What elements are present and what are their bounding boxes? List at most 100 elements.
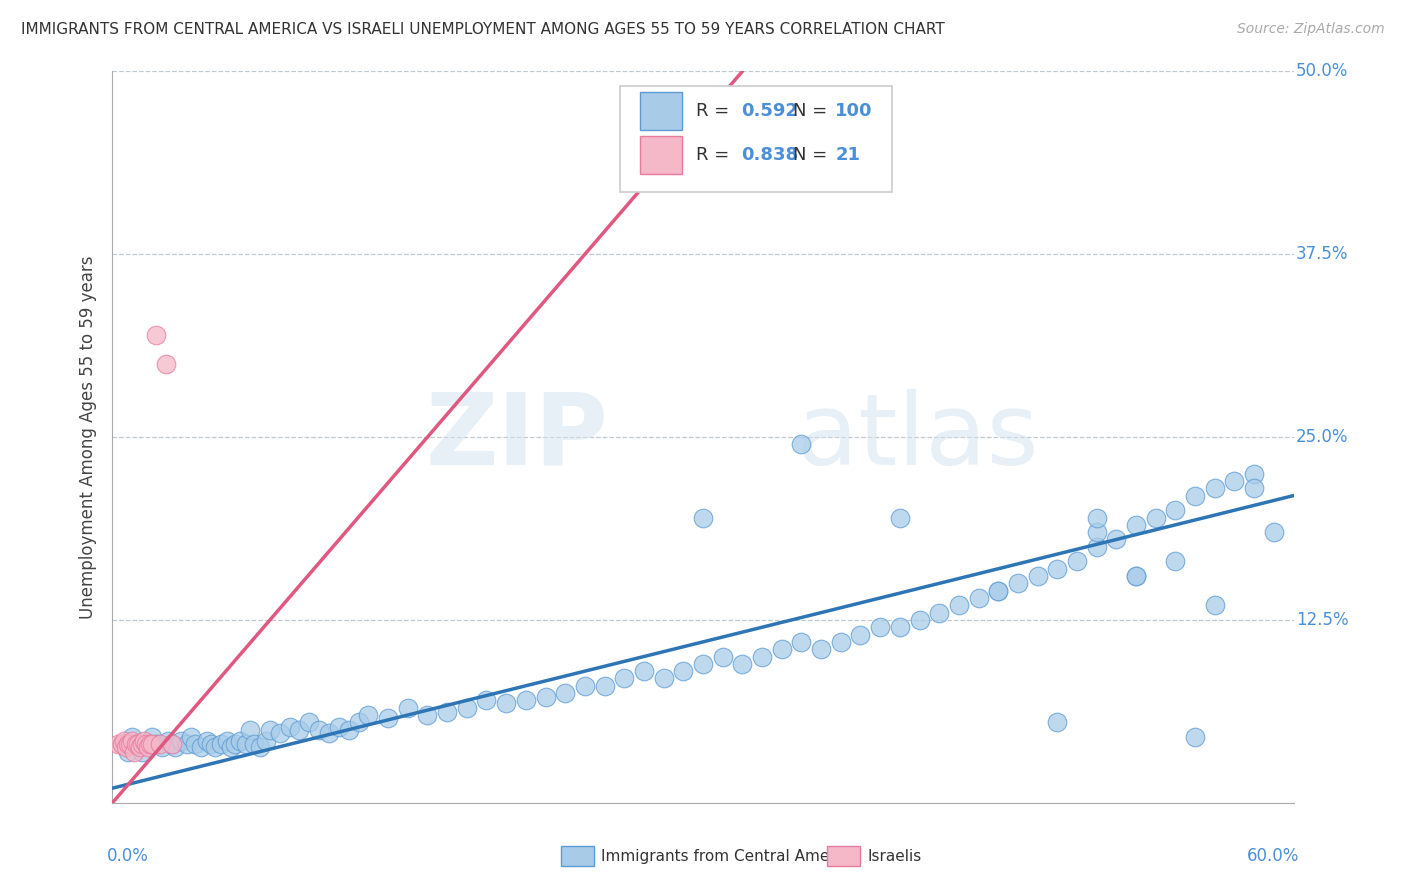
Point — [135, 737, 157, 751]
Point — [145, 327, 167, 342]
Point — [1125, 569, 1147, 583]
Point — [200, 737, 222, 751]
Point — [215, 734, 238, 748]
Point — [967, 591, 990, 605]
Text: ZIP: ZIP — [426, 389, 609, 485]
Point — [1204, 481, 1226, 495]
Text: IMMIGRANTS FROM CENTRAL AMERICA VS ISRAELI UNEMPLOYMENT AMONG AGES 55 TO 59 YEAR: IMMIGRANTS FROM CENTRAL AMERICA VS ISRAE… — [21, 22, 945, 37]
Text: Immigrants from Central America: Immigrants from Central America — [602, 848, 858, 863]
Point — [377, 711, 399, 725]
Bar — [640, 136, 682, 174]
Point — [1184, 730, 1206, 744]
Point — [209, 737, 232, 751]
Text: 0.592: 0.592 — [741, 102, 797, 120]
Point — [810, 642, 832, 657]
Point — [139, 737, 162, 751]
Text: 37.5%: 37.5% — [1296, 245, 1348, 263]
Point — [278, 720, 301, 734]
Point — [1223, 474, 1246, 488]
Point — [1125, 517, 1147, 532]
Point — [111, 737, 134, 751]
Text: 100: 100 — [835, 102, 873, 120]
Point — [112, 734, 135, 748]
Text: N =: N = — [793, 102, 827, 120]
Point — [869, 620, 891, 634]
Text: N =: N = — [793, 145, 827, 164]
Point — [190, 740, 212, 755]
Bar — [561, 846, 595, 866]
Point — [145, 737, 167, 751]
Point — [141, 730, 163, 744]
Text: Israelis: Israelis — [868, 848, 921, 863]
Point — [269, 725, 291, 739]
Point — [155, 357, 177, 371]
Point — [117, 745, 139, 759]
Point — [121, 734, 143, 748]
Point — [180, 730, 202, 744]
Point — [948, 599, 970, 613]
Point — [149, 737, 172, 751]
Point — [235, 737, 257, 751]
Point — [129, 740, 152, 755]
Point — [396, 700, 419, 714]
Text: 21: 21 — [835, 145, 860, 164]
Point — [107, 737, 129, 751]
Point — [125, 737, 148, 751]
Point — [495, 696, 517, 710]
Point — [132, 734, 155, 748]
Point — [121, 730, 143, 744]
Point — [554, 686, 576, 700]
Point — [987, 583, 1010, 598]
Point — [160, 737, 183, 751]
Point — [1085, 525, 1108, 540]
Point — [115, 740, 138, 755]
Point — [347, 715, 370, 730]
Point — [249, 740, 271, 755]
Point — [1066, 554, 1088, 568]
Point — [117, 737, 139, 751]
Point — [136, 740, 159, 755]
Text: Source: ZipAtlas.com: Source: ZipAtlas.com — [1237, 22, 1385, 37]
Point — [204, 740, 226, 755]
Point — [160, 737, 183, 751]
Point — [337, 723, 360, 737]
Bar — [640, 92, 682, 130]
Point — [219, 740, 242, 755]
Point — [1007, 576, 1029, 591]
Point — [176, 737, 198, 751]
Point — [165, 740, 187, 755]
Point — [120, 737, 142, 751]
Point — [243, 737, 266, 751]
Text: 60.0%: 60.0% — [1247, 847, 1299, 864]
Point — [111, 737, 134, 751]
Point — [1046, 715, 1069, 730]
Point — [475, 693, 498, 707]
Point — [150, 740, 173, 755]
Point — [1184, 489, 1206, 503]
Point — [131, 745, 153, 759]
Point — [1204, 599, 1226, 613]
Point — [889, 620, 911, 634]
Point — [328, 720, 350, 734]
Point — [692, 657, 714, 671]
FancyBboxPatch shape — [620, 86, 891, 192]
Point — [1085, 510, 1108, 524]
Point — [790, 437, 813, 451]
Point — [1263, 525, 1285, 540]
Point — [574, 679, 596, 693]
Point — [889, 510, 911, 524]
Text: R =: R = — [696, 145, 735, 164]
Point — [515, 693, 537, 707]
Point — [770, 642, 793, 657]
Point — [456, 700, 478, 714]
Point — [534, 690, 557, 705]
Point — [908, 613, 931, 627]
Text: atlas: atlas — [797, 389, 1039, 485]
Point — [928, 606, 950, 620]
Point — [308, 723, 330, 737]
Point — [1144, 510, 1167, 524]
Point — [672, 664, 695, 678]
Point — [633, 664, 655, 678]
Point — [1046, 562, 1069, 576]
Point — [1164, 503, 1187, 517]
